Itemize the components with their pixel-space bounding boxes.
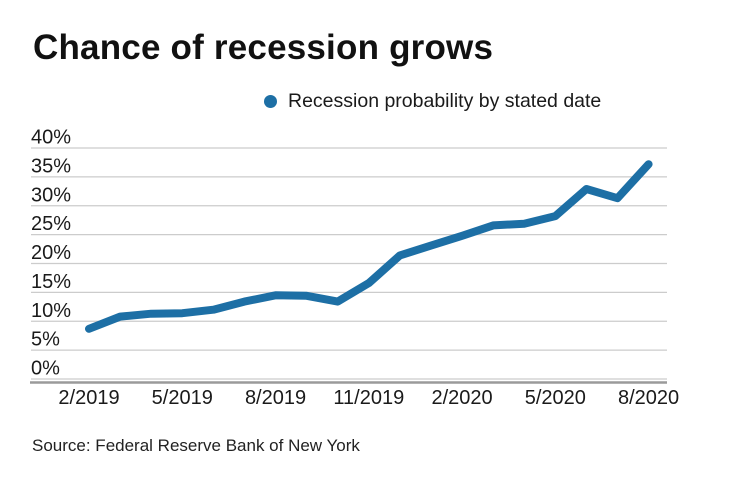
recession-probability-line <box>85 160 653 333</box>
y-axis-tick-label: 0% <box>31 358 60 380</box>
chart-title: Chance of recession grows <box>33 28 494 67</box>
x-axis-tick-label: 8/2019 <box>245 387 306 409</box>
x-axis-tick-label: 2/2020 <box>431 387 492 409</box>
y-axis-tick-label: 15% <box>31 271 71 293</box>
x-axis-tick-label: 11/2019 <box>333 387 404 409</box>
source-note: Source: Federal Reserve Bank of New York <box>32 436 360 455</box>
x-axis-tick-label: 5/2020 <box>525 387 586 409</box>
x-axis-tick-label: 2/2019 <box>58 387 119 409</box>
legend-series-label: Recession probability by stated date <box>288 90 602 112</box>
y-axis-tick-label: 10% <box>31 300 71 322</box>
y-axis-tick-label: 40% <box>31 127 71 149</box>
x-axis-tick-label: 8/2020 <box>618 387 679 409</box>
legend-dot-icon <box>264 95 277 108</box>
y-axis-tick-label: 25% <box>31 213 71 235</box>
y-axis-tick-label: 5% <box>31 329 60 351</box>
y-axis-tick-label: 30% <box>31 184 71 206</box>
x-axis-tick-label: 5/2019 <box>152 387 213 409</box>
y-axis-tick-label: 20% <box>31 242 71 264</box>
y-axis-tick-label: 35% <box>31 155 71 177</box>
legend: Recession probability by stated date <box>264 90 601 113</box>
